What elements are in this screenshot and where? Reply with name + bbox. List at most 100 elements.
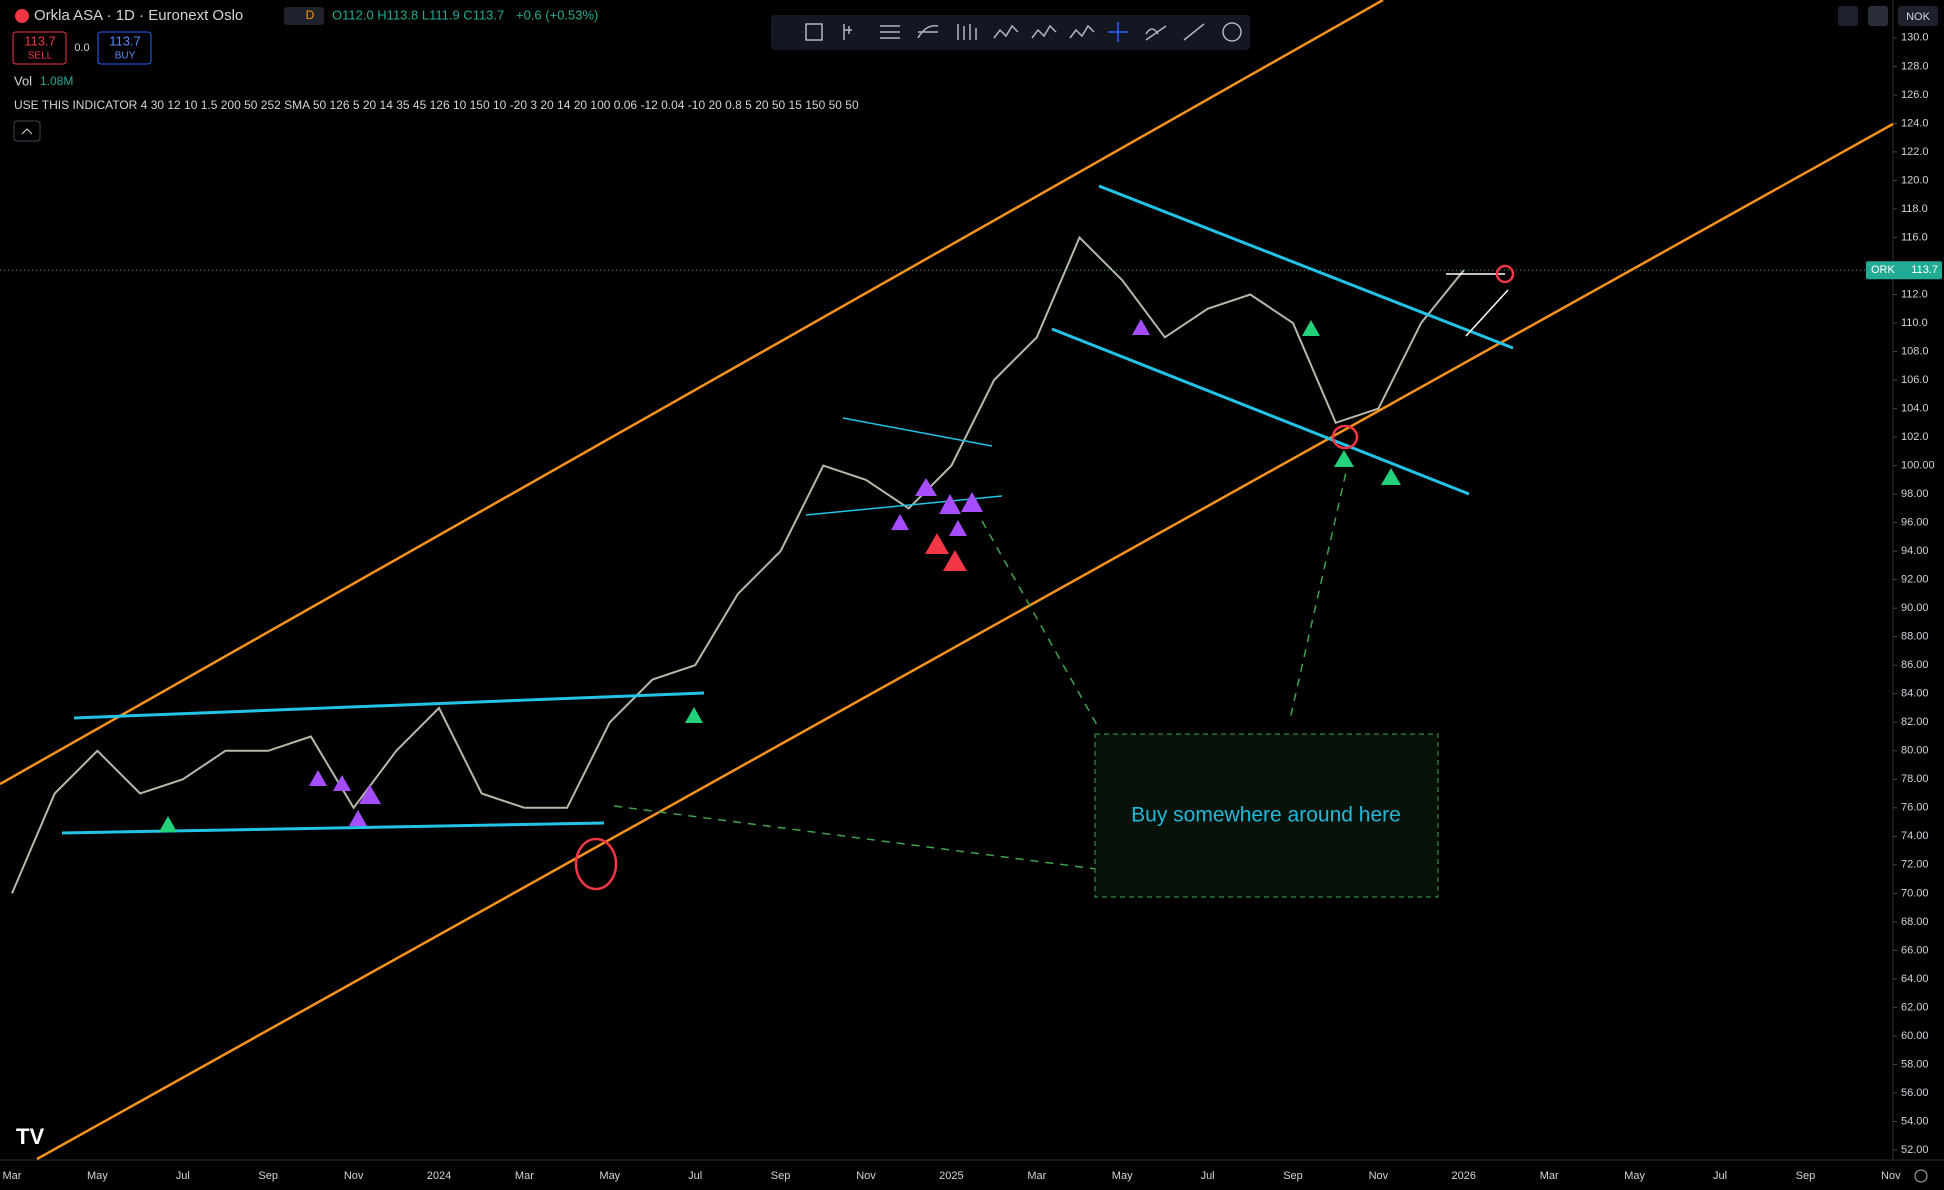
- buy-signal: [1302, 320, 1320, 336]
- y-tick-label: 80.00: [1901, 745, 1929, 757]
- y-tick-label: 124.0: [1901, 117, 1929, 129]
- y-tick-label: 94.00: [1901, 545, 1929, 557]
- y-tick-label: 120.0: [1901, 174, 1929, 186]
- tool-icon[interactable]: [993, 24, 1019, 39]
- y-tick-label: 72.00: [1901, 859, 1929, 871]
- y-tick-label: 62.00: [1901, 1001, 1929, 1013]
- trend-line: [1051, 327, 1470, 496]
- toolbar-icons: [805, 22, 1242, 42]
- channel-line: [0, 0, 1384, 786]
- badge: [284, 7, 324, 25]
- buy-signal: [159, 816, 177, 832]
- price-line: [11, 235, 1465, 894]
- y-tick-label: 66.00: [1901, 944, 1929, 956]
- ohlc: O112.0 H113.8 L111.9 C113.7: [332, 7, 504, 22]
- y-tick-label: 68.00: [1901, 916, 1929, 928]
- x-tick-label: May: [599, 1170, 620, 1182]
- tool-icon[interactable]: [1183, 23, 1205, 41]
- signal: [891, 514, 909, 530]
- x-tick-label: 2025: [939, 1170, 963, 1182]
- settings-icon[interactable]: [1914, 1169, 1928, 1183]
- y-tick-label: 100.00: [1901, 460, 1935, 472]
- signal: [961, 492, 983, 512]
- x-tick-label: 2024: [427, 1170, 451, 1182]
- y-tick-label: 102.0: [1901, 431, 1929, 443]
- highlight-circle: [574, 837, 618, 891]
- x-tick-label: Mar: [515, 1170, 534, 1182]
- trend-line: [61, 821, 605, 835]
- buy-signal: [1334, 450, 1354, 467]
- sell-button[interactable]: [12, 31, 67, 65]
- symbol-title[interactable]: Orkla ASA · 1D · Euronext Oslo: [34, 7, 243, 24]
- y-tick-label: 60.00: [1901, 1030, 1929, 1042]
- x-tick-label: Jul: [688, 1170, 702, 1182]
- tool-icon[interactable]: [1031, 24, 1057, 39]
- y-tick-label: 96.00: [1901, 517, 1929, 529]
- y-tick-label: 86.00: [1901, 659, 1929, 671]
- buy-button[interactable]: [97, 31, 152, 65]
- y-tick-label: 130.0: [1901, 32, 1929, 44]
- signal: [1132, 319, 1150, 335]
- y-tick-label: 92.00: [1901, 574, 1929, 586]
- y-tick-label: 78.00: [1901, 773, 1929, 785]
- y-tick-label: 52.00: [1901, 1144, 1929, 1156]
- tool-icon[interactable]: [880, 25, 900, 39]
- tool-icon[interactable]: [1108, 22, 1128, 42]
- x-tick-label: May: [1112, 1170, 1133, 1182]
- y-tick-label: 84.00: [1901, 688, 1929, 700]
- x-tick-label: 2026: [1452, 1170, 1476, 1182]
- annotation-box: [1094, 733, 1439, 898]
- y-tick-label: 126.0: [1901, 89, 1929, 101]
- y-tick-label: 76.00: [1901, 802, 1929, 814]
- buy-signal: [685, 707, 703, 723]
- y-tick-label: 104.0: [1901, 402, 1929, 414]
- buy-label: BUY: [115, 51, 136, 62]
- control-button[interactable]: [1868, 6, 1888, 26]
- signal: [359, 785, 381, 804]
- tool-icon[interactable]: [917, 25, 939, 39]
- x-tick-label: Nov: [856, 1170, 876, 1182]
- x-tick-label: Mar: [3, 1170, 22, 1182]
- tool-icon[interactable]: [957, 24, 977, 40]
- price-tag: [1866, 261, 1942, 280]
- y-tick-label: 56.00: [1901, 1087, 1929, 1099]
- pointer-line: [981, 520, 1098, 726]
- spread: 0.0: [74, 42, 89, 54]
- y-tick-label: 82.00: [1901, 716, 1929, 728]
- vol-value: 1.08M: [40, 74, 73, 88]
- price-tag-symbol: ORK: [1871, 264, 1896, 276]
- y-tick-label: 54.00: [1901, 1115, 1929, 1127]
- trend-line: [1465, 289, 1509, 337]
- symbol-logo: [15, 9, 29, 23]
- highlight-circle: [1331, 424, 1359, 450]
- pointer-line: [613, 805, 1105, 871]
- logo: TV: [16, 1124, 44, 1149]
- x-tick-label: Mar: [1027, 1170, 1046, 1182]
- drawing-toolbar: [771, 15, 1250, 50]
- y-tick-label: 108.0: [1901, 345, 1929, 357]
- highlight-circle: [1495, 264, 1515, 284]
- signal: [309, 770, 327, 786]
- sell-price: 113.7: [24, 33, 56, 48]
- x-tick-label: Nov: [1369, 1170, 1389, 1182]
- trend-line: [1098, 184, 1514, 350]
- tool-icon[interactable]: [1069, 24, 1095, 39]
- control-button[interactable]: [1838, 6, 1858, 26]
- x-tick-label: Jul: [1201, 1170, 1215, 1182]
- tool-icon[interactable]: [805, 23, 823, 41]
- signal: [915, 478, 937, 496]
- tool-icon[interactable]: [1222, 22, 1242, 42]
- exchange-badge: D: [306, 8, 315, 22]
- y-tick-label: 122.0: [1901, 146, 1929, 158]
- currency-box[interactable]: [1898, 6, 1938, 26]
- tool-icon[interactable]: [1145, 25, 1167, 41]
- annotation-text: Buy somewhere around here: [1131, 804, 1401, 827]
- y-tick-label: 112.0: [1901, 288, 1928, 300]
- tool-icon[interactable]: [843, 24, 852, 40]
- collapse-button[interactable]: [13, 120, 41, 142]
- signal: [349, 810, 367, 826]
- y-tick-label: 116.0: [1901, 231, 1928, 243]
- x-tick-label: Jul: [176, 1170, 190, 1182]
